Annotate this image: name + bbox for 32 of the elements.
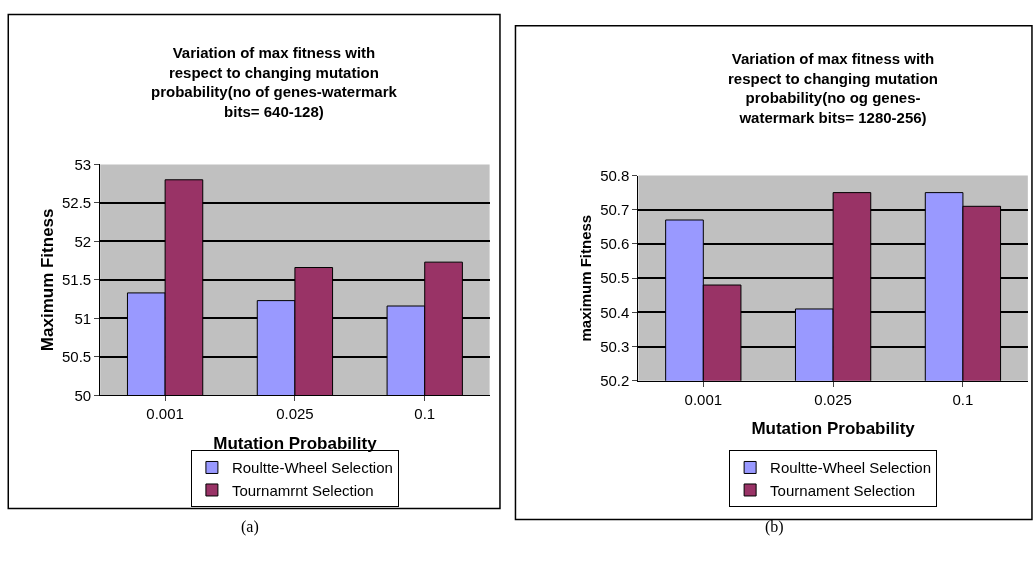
x-axis-title: Mutation Probability xyxy=(213,433,378,453)
y-tick-label: 52 xyxy=(74,232,92,250)
x-tick-label: 0.1 xyxy=(414,405,436,423)
text: (b) xyxy=(765,518,784,536)
x-tick-label: 0.025 xyxy=(276,405,314,423)
y-axis-title: Maximum Fitness xyxy=(37,208,57,352)
y-tick-label: 50.8 xyxy=(600,166,630,184)
y-tick-label: 50.4 xyxy=(600,303,630,321)
chart-title: Variation of max fitness with respect to changing mutation probability(no og genes-watermark bits= 1280-256) xyxy=(728,50,939,126)
y-tick-label: 51.5 xyxy=(62,271,92,289)
y-tick-label: 50.2 xyxy=(600,372,630,390)
y-tick-label: 50 xyxy=(74,386,92,404)
y-tick-label: 50.5 xyxy=(62,348,92,366)
legend-label: Tournament Selection xyxy=(770,481,916,499)
x-tick-label: 0.1 xyxy=(952,390,974,408)
legend-label: Roultte-Wheel Selection xyxy=(231,459,393,477)
y-tick-label: 51 xyxy=(74,309,92,327)
x-tick-label: 0.001 xyxy=(146,405,184,423)
y-tick-label: 50.3 xyxy=(600,337,630,355)
y-axis-title: maximum Fitness xyxy=(577,214,595,342)
x-tick-label: 0.025 xyxy=(814,390,852,408)
y-tick-label: 50.6 xyxy=(600,235,630,253)
y-tick-label: 53 xyxy=(74,155,92,173)
y-tick-label: 50.7 xyxy=(600,200,630,218)
y-tick-label: 52.5 xyxy=(62,194,92,212)
x-axis-title: Mutation Probability xyxy=(751,419,916,439)
chart-title: Variation of max fitness with respect to changing mutation probability(no of genes-watermark bits= 640-128) xyxy=(151,44,398,120)
legend-label: Tournamrnt Selection xyxy=(231,481,374,499)
text: (a) xyxy=(241,518,259,536)
y-tick-label: 50.5 xyxy=(600,269,630,287)
legend-label: Roultte-Wheel Selection xyxy=(770,459,932,477)
x-tick-label: 0.001 xyxy=(684,390,723,408)
